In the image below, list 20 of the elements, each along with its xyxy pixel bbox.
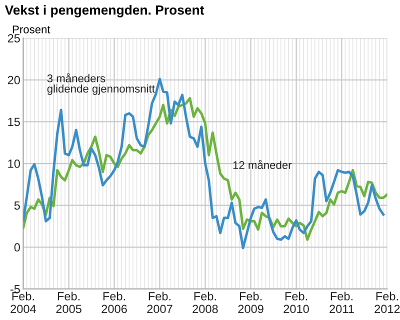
line-series [23, 97, 388, 241]
y-tick-label: 20 [8, 76, 20, 84]
x-tick-label: Feb. 2010 [284, 292, 309, 314]
y-tick-label: 15 [8, 118, 20, 126]
chart-title: Vekst i pengemengden. Prosent [4, 5, 204, 18]
x-tick-label: Feb. 2006 [102, 292, 127, 314]
x-tick-label: Feb. 2005 [56, 292, 82, 314]
y-tick-label: 0 [14, 243, 20, 252]
x-tick-label: Feb. 2007 [147, 292, 172, 314]
y-axis-title: Prosent [12, 26, 50, 34]
y-tick-label: 25 [8, 34, 20, 42]
x-tick-label: Feb. 2008 [192, 292, 218, 314]
x-tick-label: Feb. 2009 [238, 292, 264, 314]
series-label: 3 måneders glidende gjennomsnitt [47, 73, 155, 95]
x-tick-label: Feb. 2004 [10, 292, 36, 314]
series-label: 12 måneder [233, 160, 292, 170]
x-tick-label: Feb. 2011 [330, 292, 354, 314]
y-tick-label: 5 [14, 201, 20, 210]
x-tick-label: Feb. 2012 [374, 292, 400, 314]
y-tick-label: 10 [8, 160, 20, 168]
